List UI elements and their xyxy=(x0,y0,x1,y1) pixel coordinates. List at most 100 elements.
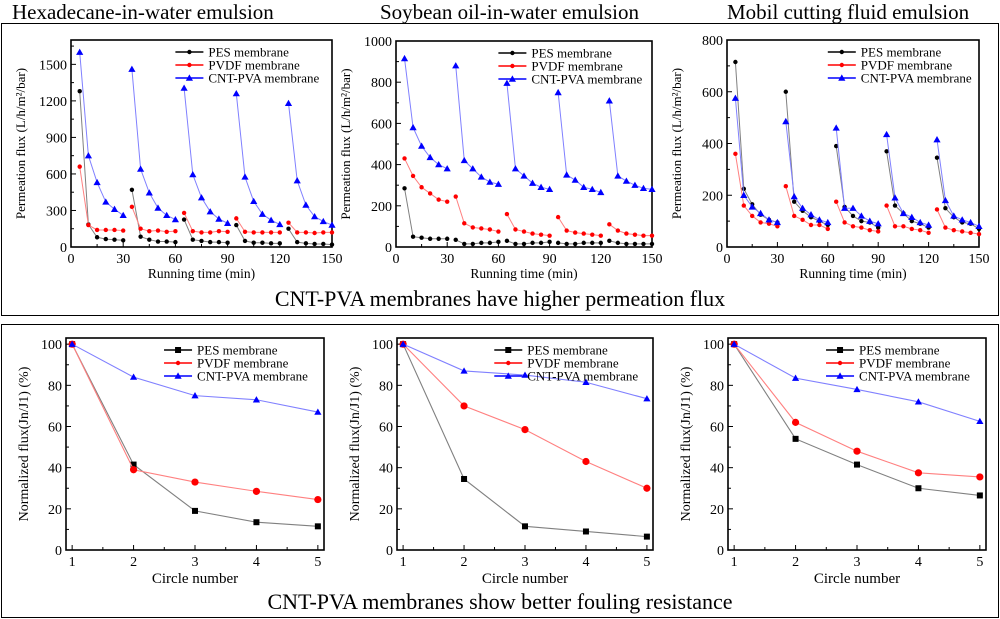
series-line xyxy=(734,61,778,223)
data-point xyxy=(976,473,984,481)
data-point xyxy=(312,241,317,247)
data-point xyxy=(181,210,187,216)
x-tick-label: 2 xyxy=(461,555,468,570)
data-point xyxy=(582,378,590,385)
data-point xyxy=(791,374,800,381)
series-line xyxy=(131,206,176,233)
data-point xyxy=(581,231,586,236)
x-tick-label: 5 xyxy=(314,555,321,570)
y-tick-label: 80 xyxy=(710,379,724,394)
data-point xyxy=(914,398,923,405)
data-point xyxy=(173,228,178,234)
data-point xyxy=(958,216,966,223)
data-point xyxy=(733,59,738,65)
data-point xyxy=(792,435,799,442)
data-point xyxy=(511,165,520,172)
y-tick-label: 20 xyxy=(379,503,393,518)
data-point xyxy=(564,241,569,247)
data-point xyxy=(164,229,169,234)
data-point xyxy=(926,230,931,235)
legend-marker xyxy=(836,372,844,379)
data-point xyxy=(242,229,248,234)
data-point xyxy=(934,207,940,212)
data-point xyxy=(867,227,872,233)
data-point xyxy=(487,240,493,246)
data-point xyxy=(883,130,891,138)
data-point xyxy=(268,241,274,246)
data-point xyxy=(967,218,975,226)
data-point xyxy=(580,183,588,190)
y-tick-label: 0 xyxy=(55,544,62,559)
y-tick-label: 40 xyxy=(379,462,393,477)
data-point xyxy=(750,213,755,219)
series-line xyxy=(183,212,228,233)
data-point xyxy=(825,226,830,232)
legend-label: PES membrane xyxy=(859,343,940,358)
series-line xyxy=(455,65,499,185)
x-axis-label: Running time (min) xyxy=(148,266,255,281)
data-point xyxy=(849,204,857,211)
data-point xyxy=(850,224,856,229)
chart-5: 0 20 40 60 80 100 1 2 3 4 5 Circle number Normalized… xyxy=(348,337,654,587)
y-tick-label: 1500 xyxy=(39,58,67,73)
series-line xyxy=(506,213,550,237)
data-point xyxy=(314,523,321,530)
data-point xyxy=(147,237,152,242)
data-point xyxy=(615,228,621,233)
y-tick-label: 600 xyxy=(702,86,723,101)
y-tick-label: 80 xyxy=(48,379,62,394)
y-tick-label: 0 xyxy=(716,241,723,256)
x-tick-label: 3 xyxy=(854,555,861,570)
data-point xyxy=(884,149,889,154)
chart-1: 0 300 600 900 1200 1500 0 30 60 90 120 150 Running t… xyxy=(13,39,343,281)
data-point xyxy=(731,94,739,101)
x-tick-label: 3 xyxy=(522,555,529,570)
data-point xyxy=(766,221,772,226)
data-point xyxy=(110,205,119,212)
data-point xyxy=(138,234,143,239)
legend-marker xyxy=(175,347,182,353)
data-point xyxy=(303,241,309,246)
data-point xyxy=(321,230,326,235)
data-point xyxy=(624,231,629,236)
data-point xyxy=(453,194,458,199)
data-point xyxy=(102,198,110,205)
data-point xyxy=(191,478,199,486)
data-point xyxy=(571,176,579,183)
legend-marker xyxy=(510,50,515,56)
data-point xyxy=(573,241,578,247)
y-tick-label: 900 xyxy=(46,131,67,146)
legend-marker xyxy=(185,74,193,81)
data-point xyxy=(892,203,898,208)
x-tick-label: 30 xyxy=(116,252,130,267)
series-line xyxy=(886,151,929,229)
data-point xyxy=(180,84,188,91)
data-point xyxy=(154,204,162,211)
legend-label: PVDF membrane xyxy=(527,356,619,371)
y-axis-label: Normalized flux(Jn/J1) (%) xyxy=(348,366,363,521)
data-point xyxy=(546,185,554,193)
chart-2: 0 200 400 600 800 1000 0 30 60 90 120 150 Running ti… xyxy=(338,35,663,281)
data-point xyxy=(410,234,416,239)
series-line xyxy=(404,188,448,240)
data-point xyxy=(582,528,589,535)
data-point xyxy=(419,235,424,240)
data-point xyxy=(460,156,468,164)
data-point xyxy=(832,124,840,131)
data-point xyxy=(286,226,291,231)
data-point xyxy=(461,475,468,482)
data-point xyxy=(252,396,261,403)
series-line xyxy=(183,88,228,224)
data-point xyxy=(573,230,578,235)
y-tick-label: 0 xyxy=(717,544,724,559)
legend-marker xyxy=(504,372,512,379)
data-point xyxy=(121,238,126,243)
x-axis-label: Circle number xyxy=(814,571,900,587)
data-point xyxy=(452,62,460,69)
data-point xyxy=(503,79,511,86)
data-point xyxy=(402,186,407,191)
column-title-hexadecane: Hexadecane-in-water emulsion xyxy=(12,0,274,24)
y-tick-label: 0 xyxy=(60,241,67,256)
data-point xyxy=(808,222,814,228)
